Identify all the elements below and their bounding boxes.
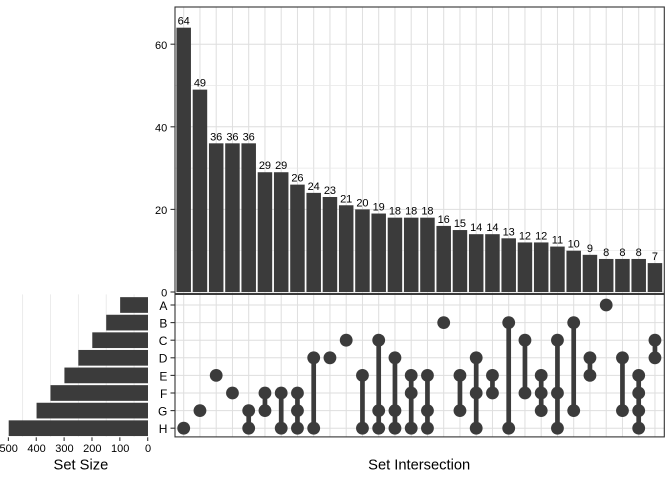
svg-text:Set Intersection: Set Intersection <box>368 458 470 474</box>
svg-text:21: 21 <box>340 193 352 205</box>
svg-text:H: H <box>159 422 168 436</box>
svg-text:29: 29 <box>275 160 287 172</box>
svg-text:36: 36 <box>243 131 255 143</box>
svg-text:0: 0 <box>145 443 151 455</box>
svg-text:10: 10 <box>568 239 580 251</box>
svg-text:18: 18 <box>421 206 433 218</box>
svg-text:16: 16 <box>438 214 450 226</box>
svg-text:500: 500 <box>0 443 18 455</box>
svg-text:19: 19 <box>373 202 385 214</box>
svg-text:24: 24 <box>308 181 320 193</box>
svg-text:23: 23 <box>324 185 336 197</box>
svg-text:60: 60 <box>155 40 167 52</box>
svg-text:18: 18 <box>405 206 417 218</box>
svg-text:0: 0 <box>161 288 167 300</box>
svg-text:64: 64 <box>178 16 190 28</box>
svg-text:9: 9 <box>587 243 593 255</box>
svg-text:8: 8 <box>636 247 642 259</box>
svg-text:8: 8 <box>619 247 625 259</box>
svg-text:C: C <box>159 334 168 348</box>
svg-text:7: 7 <box>652 251 658 263</box>
svg-text:20: 20 <box>155 205 167 217</box>
svg-text:14: 14 <box>470 222 482 234</box>
svg-text:D: D <box>159 352 168 366</box>
svg-text:26: 26 <box>291 173 303 185</box>
svg-text:300: 300 <box>55 443 73 455</box>
svg-text:29: 29 <box>259 160 271 172</box>
svg-text:36: 36 <box>226 131 238 143</box>
svg-text:200: 200 <box>83 443 101 455</box>
svg-text:40: 40 <box>155 122 167 134</box>
svg-text:F: F <box>160 387 167 401</box>
svg-text:A: A <box>159 299 167 313</box>
svg-text:8: 8 <box>603 247 609 259</box>
svg-text:G: G <box>158 405 167 419</box>
svg-text:11: 11 <box>552 235 563 247</box>
svg-text:12: 12 <box>535 230 547 242</box>
svg-text:12: 12 <box>519 230 531 242</box>
svg-text:14: 14 <box>486 222 498 234</box>
svg-text:15: 15 <box>454 218 466 230</box>
svg-text:13: 13 <box>503 226 515 238</box>
svg-text:Set Size: Set Size <box>54 457 109 473</box>
svg-text:E: E <box>159 369 167 383</box>
svg-text:400: 400 <box>27 443 45 455</box>
svg-text:18: 18 <box>389 206 401 218</box>
svg-text:49: 49 <box>194 78 206 90</box>
svg-text:100: 100 <box>111 443 129 455</box>
svg-text:36: 36 <box>210 131 222 143</box>
svg-text:20: 20 <box>356 197 368 209</box>
svg-text:B: B <box>159 317 167 331</box>
